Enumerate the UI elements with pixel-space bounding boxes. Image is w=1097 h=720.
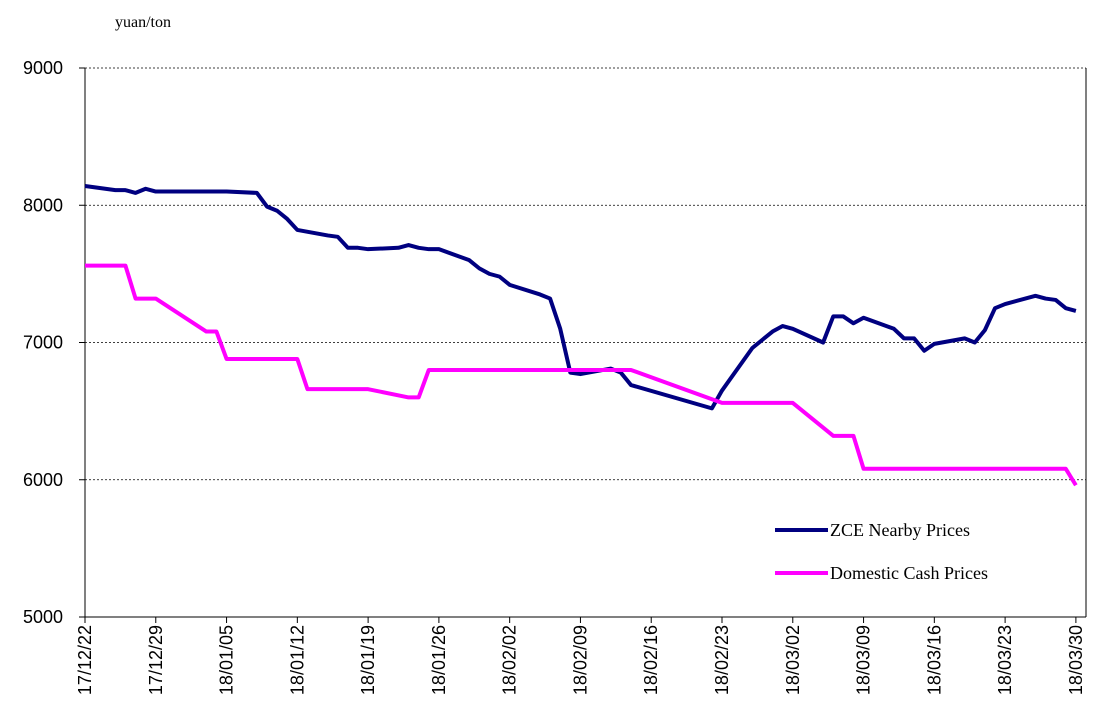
y-tick-label: 6000 <box>23 470 63 490</box>
y-tick-label: 8000 <box>23 195 63 215</box>
y-tick-label: 5000 <box>23 607 63 627</box>
x-tick-label: 18/02/02 <box>500 625 520 695</box>
x-tick-label: 18/01/19 <box>358 625 378 695</box>
x-tick-label: 17/12/29 <box>146 625 166 695</box>
y-axis-label: yuan/ton <box>115 14 171 31</box>
x-tick-label: 18/03/09 <box>854 625 874 695</box>
x-tick-label: 18/01/12 <box>287 625 307 695</box>
series-line <box>85 263 1078 487</box>
legend-label: ZCE Nearby Prices <box>830 520 970 540</box>
x-tick-label: 18/03/23 <box>995 625 1015 695</box>
x-tick-label: 18/02/09 <box>570 625 590 695</box>
y-tick-label: 9000 <box>23 58 63 78</box>
x-tick-label: 18/01/05 <box>217 625 237 695</box>
x-tick-label: 18/03/02 <box>783 625 803 695</box>
x-tick-label: 18/02/16 <box>641 625 661 695</box>
legend-label: Domestic Cash Prices <box>830 563 988 583</box>
x-tick-label: 18/02/23 <box>712 625 732 695</box>
y-tick-label: 7000 <box>23 333 63 353</box>
x-tick-label: 18/01/26 <box>429 625 449 695</box>
x-tick-label: 18/03/16 <box>924 625 944 695</box>
x-tick-label: 18/03/30 <box>1066 625 1086 695</box>
x-tick-label: 17/12/22 <box>75 625 95 695</box>
series-line <box>84 184 1077 411</box>
